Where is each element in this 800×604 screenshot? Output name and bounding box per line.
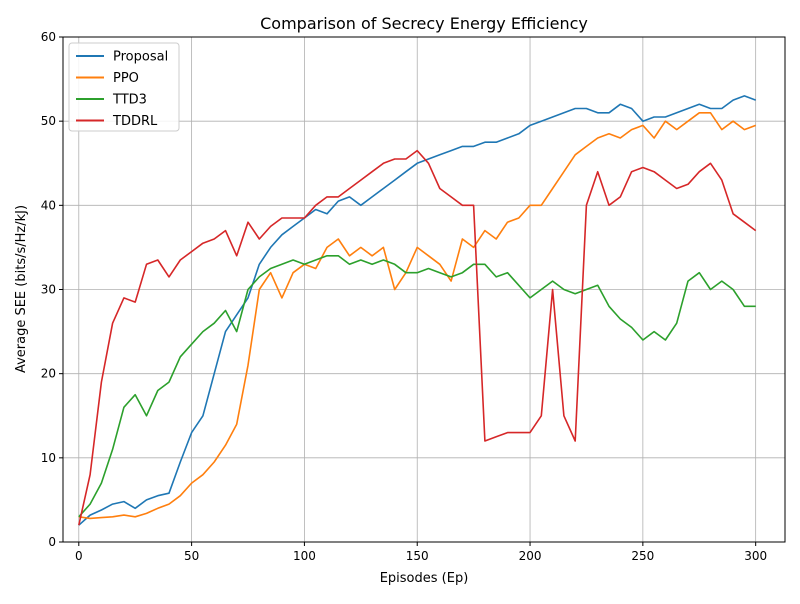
series-line-ppo: [78, 112, 756, 520]
x-tick-label: 0: [75, 549, 83, 563]
legend-box: [68, 42, 180, 132]
x-tick-label: 50: [184, 549, 199, 563]
chart-title: Comparison of Secrecy Energy Efficiency: [260, 14, 588, 33]
legend: Proposal PPO TTD3 TDDRL: [68, 42, 180, 132]
y-tick-label: 60: [41, 30, 56, 44]
x-tick-label: 250: [631, 549, 654, 563]
series-line-ttd3: [78, 255, 756, 518]
y-tick-label: 40: [41, 198, 56, 212]
legend-label: TTD3: [112, 93, 147, 108]
y-tick-label: 50: [41, 114, 56, 128]
x-tick-label: 300: [744, 549, 767, 563]
legend-label: Proposal: [113, 50, 168, 65]
ticks: 0 50 100 150 200 250 300 0 10 20 30 40 50 60: [41, 30, 767, 563]
x-tick-label: 200: [519, 549, 542, 563]
y-axis-label: Average SEE (bits/s/Hz/kJ): [14, 205, 29, 373]
legend-label: TDDRL: [112, 114, 158, 129]
y-tick-label: 0: [48, 535, 56, 549]
y-tick-label: 10: [41, 451, 56, 465]
x-tick-label: 100: [293, 549, 316, 563]
series-lines: [78, 95, 757, 526]
x-tick-label: 150: [406, 549, 429, 563]
legend-label: PPO: [113, 71, 139, 86]
x-axis-label: Episodes (Ep): [380, 571, 469, 586]
y-tick-label: 20: [41, 367, 56, 381]
series-line-proposal: [78, 95, 756, 526]
series-line-tddrl: [78, 149, 757, 526]
y-tick-label: 30: [41, 283, 56, 297]
